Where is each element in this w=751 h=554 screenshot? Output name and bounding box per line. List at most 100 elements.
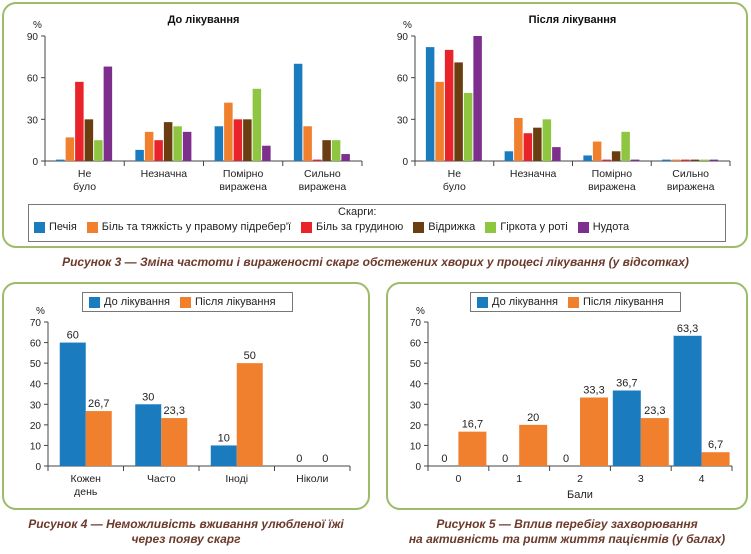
legend-swatch bbox=[485, 221, 497, 233]
y-tick-label: 10 bbox=[410, 441, 422, 452]
x-axis-label: Бали bbox=[567, 489, 593, 501]
data-label: 0 bbox=[296, 453, 302, 465]
legend-swatch bbox=[86, 221, 98, 233]
data-label: 23,3 bbox=[164, 405, 185, 417]
bar bbox=[681, 159, 690, 161]
category-label: Незначна bbox=[510, 168, 557, 180]
bar bbox=[709, 159, 719, 161]
bar bbox=[154, 140, 163, 161]
legend-label: Біль за грудиною bbox=[316, 221, 404, 233]
category-label: Іноді bbox=[225, 473, 248, 485]
y-tick-label: 60 bbox=[30, 339, 42, 350]
bar bbox=[542, 119, 552, 161]
bar bbox=[293, 63, 303, 161]
y-tick-label: 40 bbox=[30, 380, 42, 391]
legend-swatch bbox=[301, 221, 313, 233]
bar bbox=[662, 159, 671, 161]
legend-label: Біль та тяжкість у правому підребер'ї bbox=[101, 221, 292, 233]
category-label: Сильно bbox=[304, 168, 341, 180]
bar bbox=[243, 119, 252, 161]
y-axis-unit: % bbox=[416, 306, 425, 317]
figure5-caption-line1: Рисунок 5 — Вплив перебігу захворювання bbox=[436, 517, 698, 531]
category-label: Помірно bbox=[223, 168, 264, 180]
bar bbox=[224, 102, 233, 161]
data-label: 26,7 bbox=[88, 398, 109, 410]
legend-item: До лікування bbox=[477, 296, 558, 308]
category-label: Не bbox=[448, 168, 462, 180]
bar bbox=[322, 140, 331, 161]
legend-swatch bbox=[34, 221, 45, 233]
bar bbox=[56, 159, 65, 161]
data-label: 33,3 bbox=[583, 384, 604, 396]
legend-item: Після лікування bbox=[180, 296, 276, 308]
figure4-caption-line1: Рисунок 4 — Неможливість вживання улюбле… bbox=[28, 517, 344, 531]
bar bbox=[103, 66, 113, 161]
bar bbox=[592, 141, 602, 161]
bar bbox=[161, 418, 188, 466]
bar bbox=[341, 154, 350, 161]
y-tick-label: 50 bbox=[410, 359, 422, 370]
figure4-caption-line2: через появу скарг bbox=[131, 532, 241, 546]
bar bbox=[504, 151, 514, 161]
figure4-legend: До лікування Після лікування bbox=[82, 292, 293, 312]
legend-item: Гіркота у роті bbox=[485, 221, 568, 233]
y-tick-label: 20 bbox=[410, 421, 422, 432]
data-label: 50 bbox=[244, 350, 256, 362]
bar bbox=[135, 404, 162, 466]
bar bbox=[94, 140, 103, 161]
bar bbox=[611, 151, 621, 161]
y-tick-label: 90 bbox=[397, 32, 409, 43]
legend-item: Біль та тяжкість у правому підребер'ї bbox=[86, 221, 292, 233]
data-label: 60 bbox=[67, 330, 79, 342]
legend-item: Відрижка bbox=[413, 221, 475, 233]
bar bbox=[583, 155, 592, 161]
y-tick-label: 10 bbox=[30, 441, 42, 452]
category-label: день bbox=[74, 486, 98, 498]
legend-item: Нудота bbox=[577, 221, 629, 233]
category-label: 3 bbox=[638, 473, 644, 485]
bar bbox=[673, 335, 702, 466]
bar bbox=[458, 431, 487, 466]
y-tick-label: 30 bbox=[410, 400, 422, 411]
y-tick-label: 50 bbox=[30, 359, 42, 370]
legend-swatch bbox=[568, 296, 579, 308]
category-label: 2 bbox=[577, 473, 583, 485]
data-label: 0 bbox=[322, 453, 328, 465]
data-label: 0 bbox=[563, 453, 569, 465]
data-label: 36,7 bbox=[616, 378, 637, 390]
bar bbox=[65, 137, 75, 161]
bar bbox=[533, 127, 542, 161]
bar bbox=[144, 131, 154, 161]
bar bbox=[163, 122, 173, 161]
bar bbox=[612, 390, 641, 466]
bar bbox=[85, 411, 112, 466]
bar bbox=[303, 126, 312, 161]
figure3-legend-items: Печія Біль та тяжкість у правому підребер… bbox=[34, 221, 639, 233]
legend-label: Печія bbox=[49, 221, 77, 233]
legend-label: До лікування bbox=[104, 296, 170, 308]
figure3-legend bbox=[28, 204, 726, 242]
bar bbox=[262, 145, 271, 161]
data-label: 16,7 bbox=[462, 419, 483, 431]
bar bbox=[331, 140, 341, 161]
chart-activity-rhythm: %010203040506070016,700201033,3236,723,3… bbox=[410, 306, 733, 501]
bar bbox=[182, 131, 192, 161]
category-label: Не bbox=[78, 168, 92, 180]
legend-swatch bbox=[180, 296, 191, 308]
legend-swatch bbox=[477, 296, 488, 308]
bar bbox=[580, 397, 608, 466]
legend-item: Після лікування bbox=[568, 296, 664, 308]
category-label: Помірно bbox=[592, 168, 633, 180]
legend-swatch bbox=[89, 296, 100, 308]
category-label: було bbox=[443, 181, 466, 193]
y-axis-unit: % bbox=[36, 306, 45, 317]
bar bbox=[473, 36, 482, 161]
category-label: Часто bbox=[147, 473, 176, 485]
bar bbox=[135, 149, 144, 161]
legend-swatch bbox=[577, 221, 589, 233]
bar bbox=[252, 88, 262, 161]
bar bbox=[523, 133, 533, 161]
bar bbox=[84, 119, 94, 161]
